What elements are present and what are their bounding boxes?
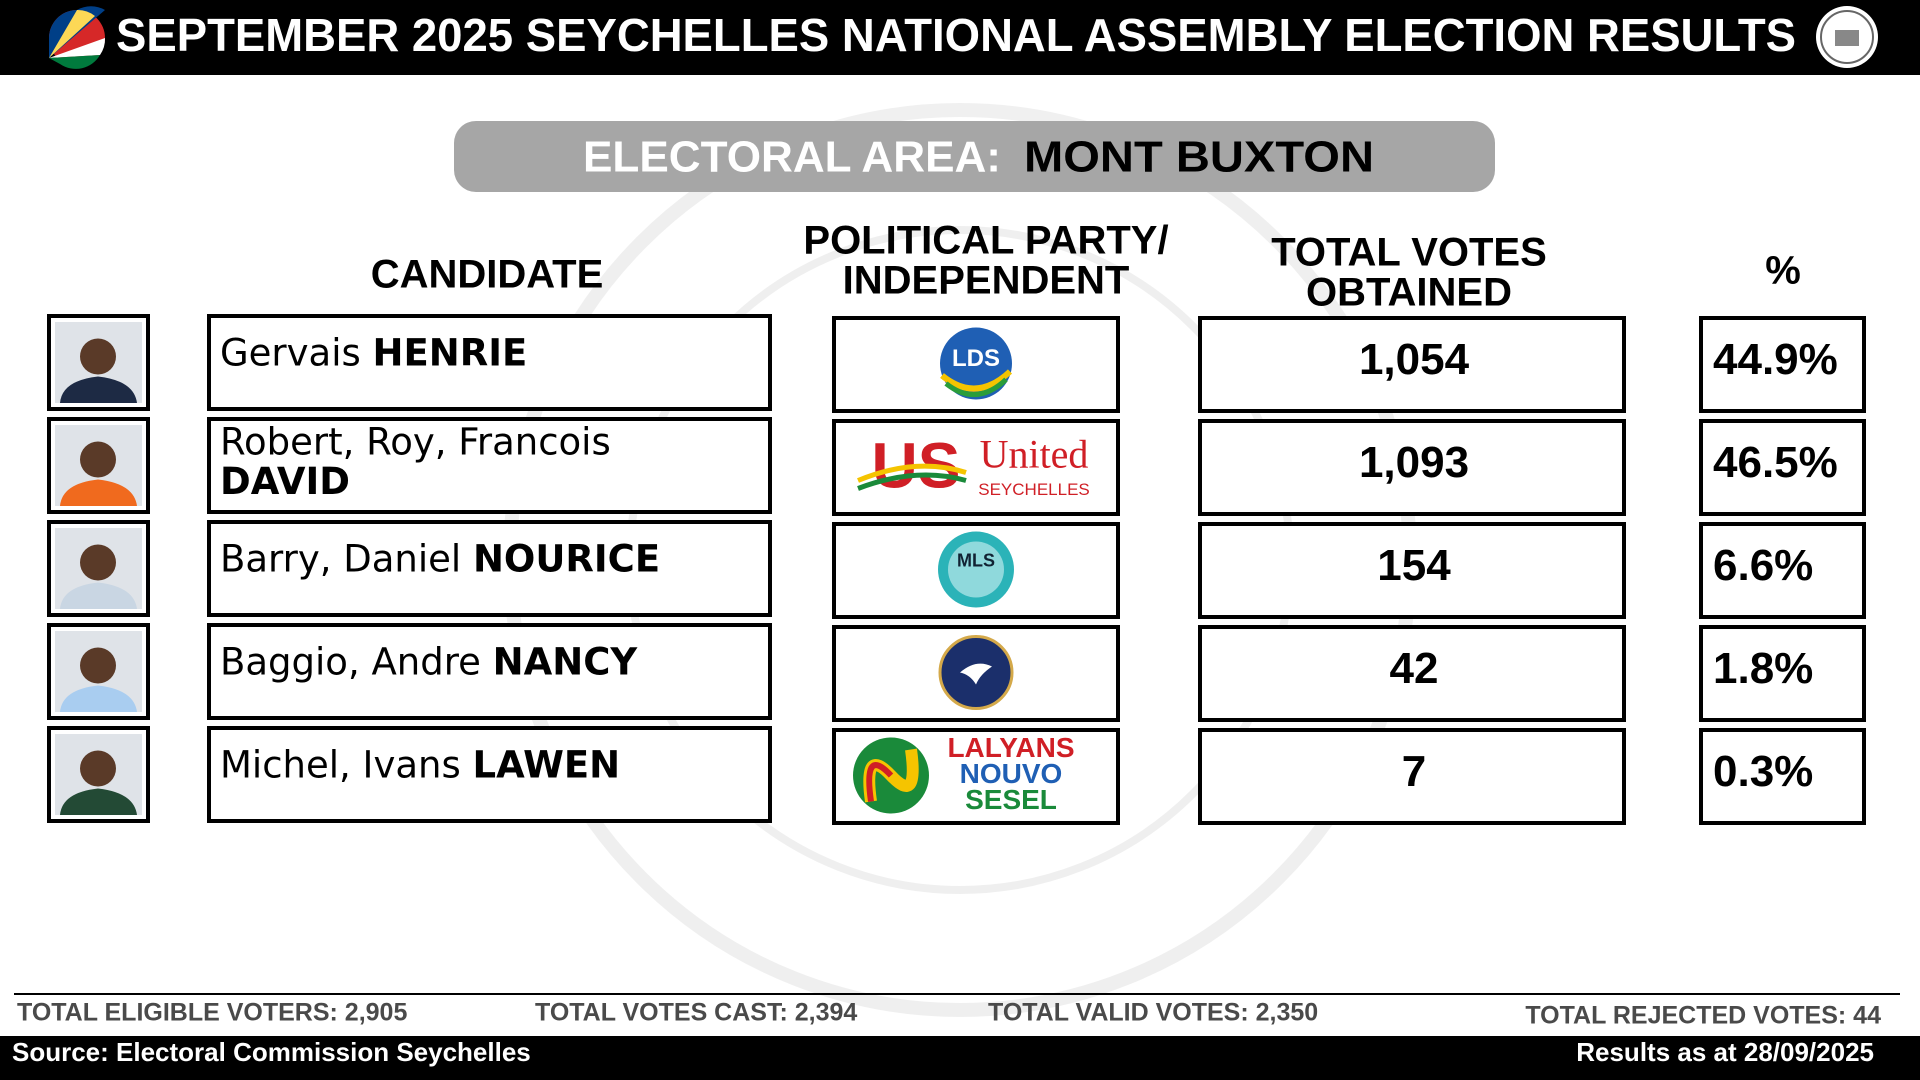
percent: 1.8% [1713,644,1813,693]
page-title: SEPTEMBER 2025 SEYCHELLES NATIONAL ASSEM… [116,9,1796,61]
candidate-surname: NOURICE [473,537,660,580]
candidate-surname: LAWEN [473,743,621,786]
photo-body [60,788,137,815]
logo-swoosh [944,377,1008,398]
area-label: ELECTORAL AREA: [583,133,1001,182]
column-header: % [1765,249,1801,293]
votes: 1,093 [1359,438,1469,487]
area-name: MONT BUXTON [1024,133,1374,182]
logo-text: LDS [952,345,1000,372]
candidate-name: Robert, Roy, Francois [220,420,611,463]
given-names: Robert, Roy, Francois [220,420,611,463]
votes: 1,054 [1359,335,1470,384]
votes-cell [1198,728,1626,825]
logo-swoosh [857,472,967,491]
photo-body [60,582,137,609]
percent-cell [1699,316,1866,413]
percent: 6.6% [1713,541,1813,590]
logo-text: MLS [957,550,995,570]
flag-icon [49,6,106,69]
votes: 7 [1402,747,1426,796]
given-names: Gervais [220,331,361,374]
logo-swoosh [866,762,894,802]
logo-swoosh [857,463,967,483]
area-pill [454,121,1495,192]
logo-text: NOUVO [960,758,1063,789]
result-row: Gervais HENRIE LDS 1,054 44.9% [47,314,1866,413]
photo-head [80,647,116,684]
space [481,640,493,683]
space [361,331,373,374]
result-row: Baggio, Andre NANCY 42 1.8% [47,623,1866,722]
votes-cell [1198,522,1626,619]
total-stat: TOTAL VOTES CAST: 2,394 [535,999,857,1027]
percent-cell [1699,419,1866,516]
photo-body [60,479,137,506]
candidate-name: Michel, Ivans LAWEN [220,743,620,786]
party-cell [832,419,1120,516]
photo-head [80,544,116,581]
votes: 42 [1390,644,1439,693]
given-names: Baggio, Andre [220,640,481,683]
photo-body [60,685,137,712]
logo-text: United [980,432,1089,477]
name-cell [207,623,772,720]
photo-head [80,750,116,787]
votes-cell [1198,625,1626,722]
commission-seal [1816,6,1878,68]
space [461,743,473,786]
column-header: TOTAL VOTES [1271,231,1547,275]
column-header: POLITICAL PARTY/ [803,219,1168,263]
column-header: OBTAINED [1306,271,1512,315]
total-stat: TOTAL ELIGIBLE VOTERS: 2,905 [17,999,407,1027]
name-cell [207,520,772,617]
photo-head [80,441,116,478]
name-cell [207,417,772,514]
candidate-surname: DAVID [220,460,350,503]
header-bar [0,0,1920,75]
percent: 0.3% [1713,747,1813,796]
photo-body [60,376,137,403]
column-header: CANDIDATE [371,253,604,297]
votes: 154 [1377,541,1451,590]
percent: 44.9% [1713,335,1838,384]
candidate-name: Baggio, Andre NANCY [220,640,638,683]
candidate-name: Barry, Daniel NOURICE [220,537,660,580]
logo-text: LALYANS [947,732,1074,763]
logo-dove [960,663,992,685]
votes-cell [1198,316,1626,413]
candidate-name: Gervais HENRIE [220,331,527,374]
given-names: Barry, Daniel [220,537,461,580]
percent-cell [1699,522,1866,619]
percent-cell [1699,625,1866,722]
name-cell [207,314,772,411]
source: Source: Electoral Commission Seychelles [12,1037,531,1067]
logo-swoosh [940,369,1013,392]
votes-cell [1198,419,1626,516]
given-names: Michel, Ivans [220,743,461,786]
percent-cell [1699,728,1866,825]
total-stat: TOTAL REJECTED VOTES: 44 [1525,1002,1881,1030]
name-cell [207,726,772,823]
total-stat: TOTAL VALID VOTES: 2,350 [988,999,1318,1027]
results-date: Results as at 28/09/2025 [1576,1037,1874,1067]
logo-circle [948,541,1004,598]
percent: 46.5% [1713,438,1838,487]
candidate-surname: NANCY [493,640,639,683]
result-row: Barry, Daniel NOURICE MLS 154 6.6% [47,520,1866,619]
candidate-surname: HENRIE [373,331,528,374]
column-header: INDEPENDENT [843,259,1130,303]
logo-text: SESEL [965,784,1057,815]
footer-bar [0,1036,1920,1080]
photo-head [80,338,116,375]
space [461,537,473,580]
logo-text: SEYCHELLES [978,480,1090,499]
